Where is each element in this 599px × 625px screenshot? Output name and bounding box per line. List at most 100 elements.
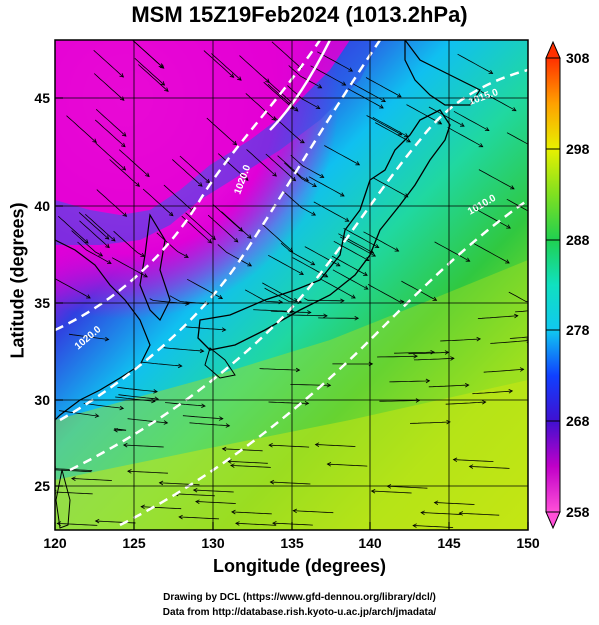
streamline-arrowhead: [86, 294, 91, 299]
y-tick-label: 40: [34, 198, 50, 214]
streamline: [413, 357, 454, 361]
streamline-arrowhead: [56, 521, 62, 526]
streamline: [263, 81, 294, 110]
streamline: [478, 169, 515, 190]
streamline-arrowhead: [317, 84, 323, 89]
streamline-arrowhead: [235, 521, 240, 526]
plot-title: MSM 15Z19Feb2024 (1013.2hPa): [131, 2, 468, 27]
streamline-arrowhead: [335, 262, 341, 267]
streamline-arrowhead: [265, 78, 270, 83]
streamline: [163, 347, 204, 352]
streamline-arrowhead: [446, 419, 451, 425]
streamline-arrowhead: [430, 349, 435, 355]
streamline: [217, 153, 249, 181]
streamline-arrowhead: [363, 285, 369, 290]
streamline: [66, 115, 97, 143]
streamline: [259, 368, 300, 371]
streamline-arrowhead: [341, 81, 347, 86]
streamline: [372, 117, 409, 138]
streamline-arrowhead: [514, 313, 519, 319]
streamline: [453, 459, 494, 462]
streamline: [280, 242, 315, 266]
streamline-arrowhead: [300, 139, 305, 144]
streamline: [78, 212, 110, 240]
y-tick-labels: 25 30 35 40 45: [34, 90, 50, 494]
colorbar-upper-arrow: [545, 40, 561, 59]
streamline-arrowhead: [233, 238, 239, 243]
streamline: [133, 41, 165, 69]
streamline-arrowhead: [394, 247, 400, 252]
streamline: [71, 230, 103, 257]
streamline-arrowhead: [295, 367, 301, 373]
streamline-arrowhead: [198, 182, 203, 187]
streamline: [96, 189, 127, 217]
streamline-arrowhead: [464, 382, 470, 388]
streamline-arrowhead: [237, 76, 242, 81]
streamline: [288, 65, 322, 89]
streamline: [182, 415, 223, 420]
streamline: [95, 142, 126, 171]
streamline: [421, 512, 462, 515]
streamline: [387, 485, 428, 489]
streamline: [375, 122, 411, 143]
streamline: [304, 246, 341, 267]
streamline-arrowhead: [140, 252, 146, 257]
streamline: [55, 491, 93, 495]
streamline-arrowhead: [293, 107, 299, 112]
streamline: [93, 50, 124, 78]
streamline-arrowhead: [231, 509, 236, 515]
streamline: [434, 502, 475, 505]
streamline-arrowhead: [481, 399, 487, 405]
streamline: [230, 465, 271, 468]
colorbar-tick-label: 268: [566, 413, 590, 429]
streamline: [327, 463, 368, 467]
streamline: [134, 58, 165, 86]
streamline: [315, 444, 356, 447]
streamline-arrowhead: [92, 138, 97, 143]
streamline: [111, 257, 148, 278]
colorbar-lower-arrow: [545, 511, 561, 530]
streamline: [193, 489, 234, 493]
streamline-arrowhead: [364, 256, 370, 261]
streamline-arrowhead: [403, 133, 409, 138]
streamline-arrowhead: [94, 518, 100, 524]
streamline: [469, 466, 510, 469]
streamline-arrowhead: [460, 122, 465, 127]
streamline: [319, 278, 356, 299]
streamline-arrowhead: [227, 459, 232, 464]
streamline-arrowhead: [178, 514, 183, 520]
credit-line-drawing: Drawing by DCL (https://www.gfd-dennou.o…: [163, 592, 436, 603]
streamline: [333, 240, 369, 261]
streamline-arrowhead: [369, 249, 375, 254]
streamline-arrowhead: [153, 389, 158, 394]
streamline-arrowhead: [168, 211, 174, 217]
streamline-arrowhead: [291, 176, 297, 182]
streamline-arrowhead: [243, 176, 249, 181]
streamline-arrowhead: [232, 140, 238, 146]
streamline-arrowhead: [484, 127, 490, 131]
streamline-arrowhead: [272, 520, 277, 526]
colorbar-tick-label: 298: [566, 141, 590, 157]
streamline-arrowhead: [452, 457, 458, 463]
streamline-arrowhead: [315, 105, 321, 109]
streamline: [480, 91, 517, 112]
streamline-arrowhead: [105, 243, 110, 249]
streamline: [477, 315, 518, 319]
streamline-arrowhead: [119, 405, 125, 411]
streamline-arrowhead: [340, 298, 345, 304]
streamline: [408, 351, 449, 355]
streamline: [85, 214, 116, 242]
streamline-arrowhead: [104, 235, 110, 240]
streamline: [179, 516, 220, 520]
streamline: [363, 231, 399, 252]
colorbar-tick-label: 258: [566, 504, 590, 520]
streamline-arrowhead: [465, 257, 471, 262]
streamline: [246, 149, 277, 177]
streamline-arrowhead: [289, 105, 295, 110]
streamline: [270, 310, 311, 313]
streamline-arrowhead: [314, 442, 320, 447]
streamline-arrowhead: [397, 131, 403, 136]
streamline-arrowhead: [510, 185, 515, 190]
streamline: [55, 278, 91, 299]
